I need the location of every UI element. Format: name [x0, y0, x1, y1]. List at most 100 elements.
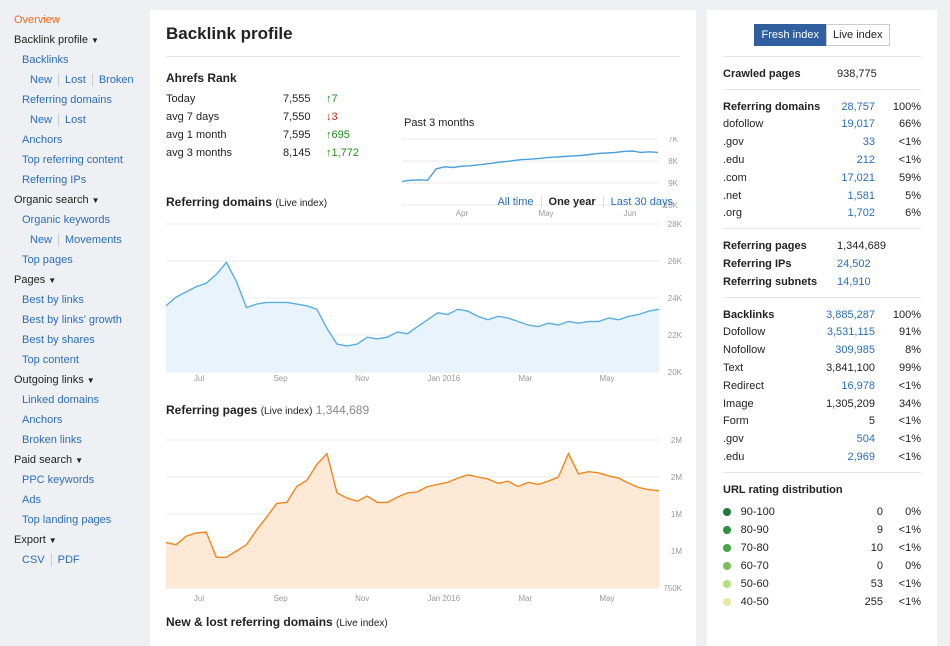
stat-value[interactable]: 3,885,287 [826, 308, 875, 321]
sidebar-item-ads[interactable]: Ads [22, 494, 41, 506]
sidebar-item-top-content[interactable]: Top content [22, 354, 79, 366]
stat-value[interactable]: 504 [856, 433, 875, 446]
sidebar-item-referring-ips[interactable]: Referring IPs [22, 174, 87, 186]
stat-row-form: Form 5 <1% [723, 413, 921, 431]
sidebar-item-broken-links[interactable]: Broken links [22, 434, 82, 446]
referring-pages-header: Referring pages (Live index) 1,344,689 [166, 403, 369, 417]
stat-row-referring-subnets: Referring subnets 14,910 [723, 273, 921, 291]
stat-value[interactable]: 28,757 [841, 100, 875, 113]
sidebar-subitem-lost[interactable]: Lost [58, 114, 92, 126]
stat-value[interactable]: 212 [856, 154, 875, 167]
stat-value[interactable]: 33 [862, 136, 875, 149]
stat-value[interactable]: 1,581 [847, 189, 875, 202]
stat-row-referring-pages: Referring pages 1,344,689 [723, 237, 921, 255]
referring-pages-chart: 2M 2M 1M 1M 750K Jul Sep Nov Jan 2016 Mar May [166, 436, 682, 603]
sidebar-section-paid-search[interactable]: Paid search ▼ [14, 454, 150, 466]
sidebar-section-organic-search[interactable]: Organic search ▼ [14, 194, 150, 206]
fresh-index-button[interactable]: Fresh index [754, 24, 826, 46]
y-tick-label: 28K [668, 220, 682, 229]
stat-value[interactable]: 19,017 [841, 118, 875, 131]
sidebar-item-linked-domains[interactable]: Linked domains [22, 394, 100, 406]
sidebar-item-ppc-keywords[interactable]: PPC keywords [22, 474, 95, 486]
caret-down-icon: ▼ [86, 376, 95, 385]
sidebar-section-label: Export [14, 534, 46, 546]
sidebar-section-outgoing-links[interactable]: Outgoing links ▼ [14, 374, 150, 386]
sidebar-item-anchors[interactable]: Anchors [22, 134, 63, 146]
referring-pages-title: Referring pages [166, 403, 258, 417]
sidebar-item-best-by-shares[interactable]: Best by shares [22, 334, 95, 346]
url-rating-row: 60-70 0 0% [723, 557, 921, 575]
url-rating-title: URL rating distribution [723, 483, 843, 496]
sidebar-item-top-referring-content[interactable]: Top referring content [22, 154, 123, 166]
sidebar-item-best-by-links[interactable]: Best by links [22, 294, 84, 306]
sidebar-item-anchors[interactable]: Anchors [22, 414, 63, 426]
stat-label: Form [723, 415, 749, 428]
stat-value[interactable]: 24,502 [837, 258, 871, 271]
ahrefs-rank-title: Ahrefs Rank [166, 71, 237, 85]
rating-percent: <1% [898, 541, 921, 554]
rating-dot-icon [723, 525, 731, 534]
sidebar-subitem-csv[interactable]: CSV [22, 554, 45, 566]
rating-dot-icon [723, 597, 731, 606]
sidebar-section-backlink-profile[interactable]: Backlink profile ▼ [14, 34, 150, 46]
sidebar-item-top-landing-pages[interactable]: Top landing pages [22, 514, 112, 526]
rating-percent: 0% [905, 559, 921, 572]
sidebar-subitem-movements[interactable]: Movements [58, 234, 128, 246]
stat-value[interactable]: 1,702 [847, 207, 875, 220]
stat-label: .edu [723, 451, 745, 464]
sidebar-subitem-lost[interactable]: Lost [58, 74, 92, 86]
url-rating-row: 40-50 255 <1% [723, 593, 921, 611]
y-tick-label: 2M [671, 436, 682, 445]
stat-value[interactable]: 16,978 [841, 379, 875, 392]
stat-row-dofollow: dofollow 19,017 66% [723, 116, 921, 134]
series-line [166, 261, 660, 347]
sidebar-subitem-new[interactable]: New [30, 114, 53, 126]
stat-row-backlinks: Backlinks 3,885,287 100% [723, 306, 921, 324]
sidebar-item-best-by-links-growth[interactable]: Best by links' growth [22, 314, 122, 326]
filter-last-30-days[interactable]: Last 30 days [602, 196, 680, 208]
rating-count: 9 [876, 523, 884, 536]
rating-dot-icon [723, 579, 731, 588]
crawled-group: Crawled pages 938,775 [723, 56, 921, 89]
stat-row-net: .net 1,581 5% [723, 187, 921, 205]
rating-range: 40-50 [740, 595, 769, 608]
x-tick-label: Jul [194, 374, 204, 383]
stat-percent: 5% [905, 189, 921, 202]
filter-one-year[interactable]: One year [540, 196, 603, 208]
stat-value[interactable]: 14,910 [837, 275, 871, 288]
live-index-button[interactable]: Live index [825, 24, 890, 46]
sidebar-item-organic-keywords[interactable]: Organic keywords [22, 214, 111, 226]
stat-value[interactable]: 2,969 [847, 451, 875, 464]
x-tick-label: Jul [194, 594, 204, 603]
stat-row-referring-ips: Referring IPs 24,502 [723, 255, 921, 273]
rank-change: ↑1,772 [326, 147, 360, 159]
rank-change: ↑695 [326, 129, 350, 141]
sidebar-item-referring-domains[interactable]: Referring domains [22, 94, 112, 106]
sidebar-subitem-pdf[interactable]: PDF [50, 554, 86, 566]
stat-value[interactable]: 309,985 [835, 344, 875, 357]
stat-value[interactable]: 3,531,115 [826, 326, 875, 339]
url-rating-row: 50-60 53 <1% [723, 575, 921, 593]
sidebar-subitems: New Movements [30, 234, 150, 246]
stat-value[interactable]: 17,021 [841, 171, 875, 184]
series-area [166, 453, 659, 588]
stat-row-edu: .edu 2,969 <1% [723, 448, 921, 466]
sidebar-subitems: New Lost Broken [30, 74, 150, 86]
stat-row-org: .org 1,702 6% [723, 205, 921, 223]
sidebar-subitem-new[interactable]: New [30, 74, 53, 86]
x-tick-label: May [538, 209, 553, 218]
series-line [166, 452, 660, 558]
nav-overview[interactable]: Overview [14, 14, 60, 26]
rank-value: 7,555 [283, 93, 311, 105]
y-tick-label: 1M [671, 547, 682, 556]
page-title: Backlink profile [166, 10, 680, 57]
sidebar-section-pages[interactable]: Pages ▼ [14, 274, 150, 286]
sidebar-item-backlinks[interactable]: Backlinks [22, 54, 69, 66]
stat-label: Referring domains [723, 100, 821, 113]
filter-all-time[interactable]: All time [497, 196, 534, 208]
index-toggle: Fresh index Live index [723, 24, 921, 46]
sidebar-subitem-broken[interactable]: Broken [91, 74, 140, 86]
sidebar-subitem-new[interactable]: New [30, 234, 53, 246]
sidebar-item-top-pages[interactable]: Top pages [22, 254, 73, 266]
sidebar-section-export[interactable]: Export ▼ [14, 534, 150, 546]
